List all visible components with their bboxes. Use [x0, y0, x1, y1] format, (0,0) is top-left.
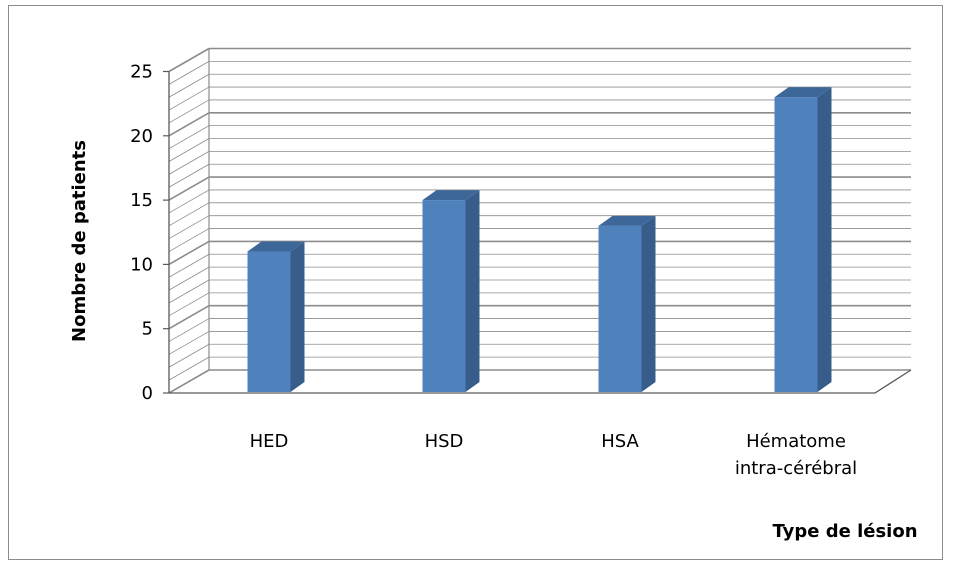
chart-frame: 0 5 10 15 20 25 HED HSD HSA Hématome intra-cérébr…	[8, 5, 943, 560]
side-gridline	[168, 86, 210, 111]
side-gridline	[168, 189, 210, 214]
side-gridline	[168, 318, 210, 342]
side-gridline	[168, 61, 210, 85]
side-gridline	[168, 151, 210, 175]
bar-front-face	[598, 225, 642, 392]
side-gridline	[168, 163, 210, 188]
floor-outline	[169, 369, 912, 394]
bar-2	[598, 215, 656, 392]
side-gridline	[168, 240, 210, 266]
side-gridline	[168, 356, 210, 381]
x-tick-label: HSD	[425, 431, 464, 452]
side-gridline	[168, 266, 210, 291]
side-gridline	[168, 369, 210, 394]
y-tick-label: 10	[130, 254, 153, 275]
bar-top-face	[422, 190, 480, 201]
x-tick-label: HSA	[601, 431, 639, 452]
side-gridline	[168, 253, 210, 278]
y-tick-label: 15	[130, 190, 153, 211]
side-gridline	[168, 73, 210, 98]
bar-front-face	[247, 251, 291, 392]
y-tick-label: 0	[142, 383, 153, 404]
bar-side-face	[290, 241, 305, 392]
x-tick-label: Hématome intra-cérébral	[735, 431, 857, 479]
y-tick-label: 20	[130, 126, 153, 147]
side-gridline	[168, 215, 210, 240]
side-gridline	[168, 112, 210, 137]
side-gridline	[168, 125, 210, 150]
bar-front-face	[774, 97, 818, 392]
side-gridline	[168, 343, 210, 368]
x-axis-title: Type de lésion	[772, 521, 917, 542]
bar-side-face	[817, 87, 832, 392]
bar-top-face	[774, 87, 832, 98]
x-tick-label-line: HED	[250, 431, 289, 452]
axis-layer: 0 5 10 15 20 25	[130, 62, 912, 404]
bar-top-face	[247, 241, 305, 252]
side-gridline	[168, 99, 210, 124]
x-tick-label: HED	[250, 431, 289, 452]
bar-3	[774, 87, 832, 392]
labels-layer: HED HSD HSA Hématome intra-cérébral	[250, 431, 858, 479]
side-gridline	[168, 279, 210, 304]
side-gridline	[168, 176, 210, 201]
x-tick-label-line: HSA	[601, 431, 639, 452]
y-axis-title: Nombre de patients	[69, 140, 90, 342]
bars-layer	[247, 87, 832, 392]
bar-top-face	[598, 215, 656, 226]
x-tick-label-line: Hématome	[746, 431, 846, 452]
x-tick-label-line: HSD	[425, 431, 464, 452]
bar-chart: 0 5 10 15 20 25 HED HSD HSA Hématome intra-cérébr…	[69, 47, 918, 542]
y-tick-label: 25	[130, 62, 153, 83]
side-gridline	[168, 202, 210, 227]
x-tick-label-line: intra-cérébral	[735, 458, 857, 479]
side-gridline	[168, 228, 210, 252]
side-gridline	[168, 138, 210, 162]
side-gridline	[168, 292, 210, 317]
side-gridline	[168, 47, 210, 73]
side-gridline	[168, 331, 210, 355]
bar-side-face	[641, 215, 656, 392]
bar-side-face	[465, 190, 480, 392]
bar-front-face	[422, 200, 466, 392]
bar-1	[422, 190, 480, 392]
y-tick-label: 5	[142, 319, 153, 340]
side-gridline	[168, 305, 210, 330]
bar-0	[247, 241, 305, 392]
